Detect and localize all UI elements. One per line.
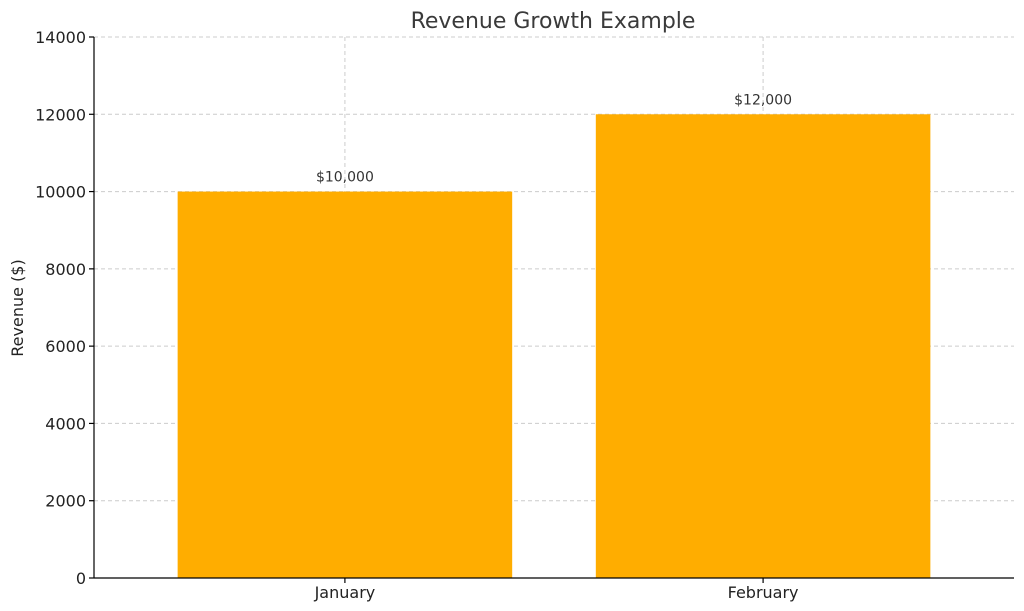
- x-tick-label: January: [314, 583, 376, 602]
- y-tick-label: 4000: [45, 414, 86, 433]
- x-tick-label: February: [728, 583, 799, 602]
- y-axis-label: Revenue ($): [8, 259, 27, 356]
- y-tick-label: 8000: [45, 260, 86, 279]
- y-tick-label: 12000: [35, 105, 86, 124]
- y-tick-label: 10000: [35, 183, 86, 202]
- bar-value-label: $12,000: [734, 92, 792, 108]
- y-tick-label: 14000: [35, 28, 86, 47]
- y-tick-label: 6000: [45, 337, 86, 356]
- bar-value-label: $10,000: [316, 170, 374, 186]
- axes-layer: [89, 36, 1014, 583]
- bars-layer: [177, 114, 931, 579]
- bar-january: [177, 191, 513, 579]
- y-tick-label: 0: [76, 569, 86, 588]
- chart-title: Revenue Growth Example: [411, 9, 696, 34]
- y-tick-label: 2000: [45, 492, 86, 511]
- bar-february: [595, 114, 931, 579]
- labels-layer: 0 2000 4000 6000 8000 10000 12000 14000 $10,000 J…: [35, 28, 798, 602]
